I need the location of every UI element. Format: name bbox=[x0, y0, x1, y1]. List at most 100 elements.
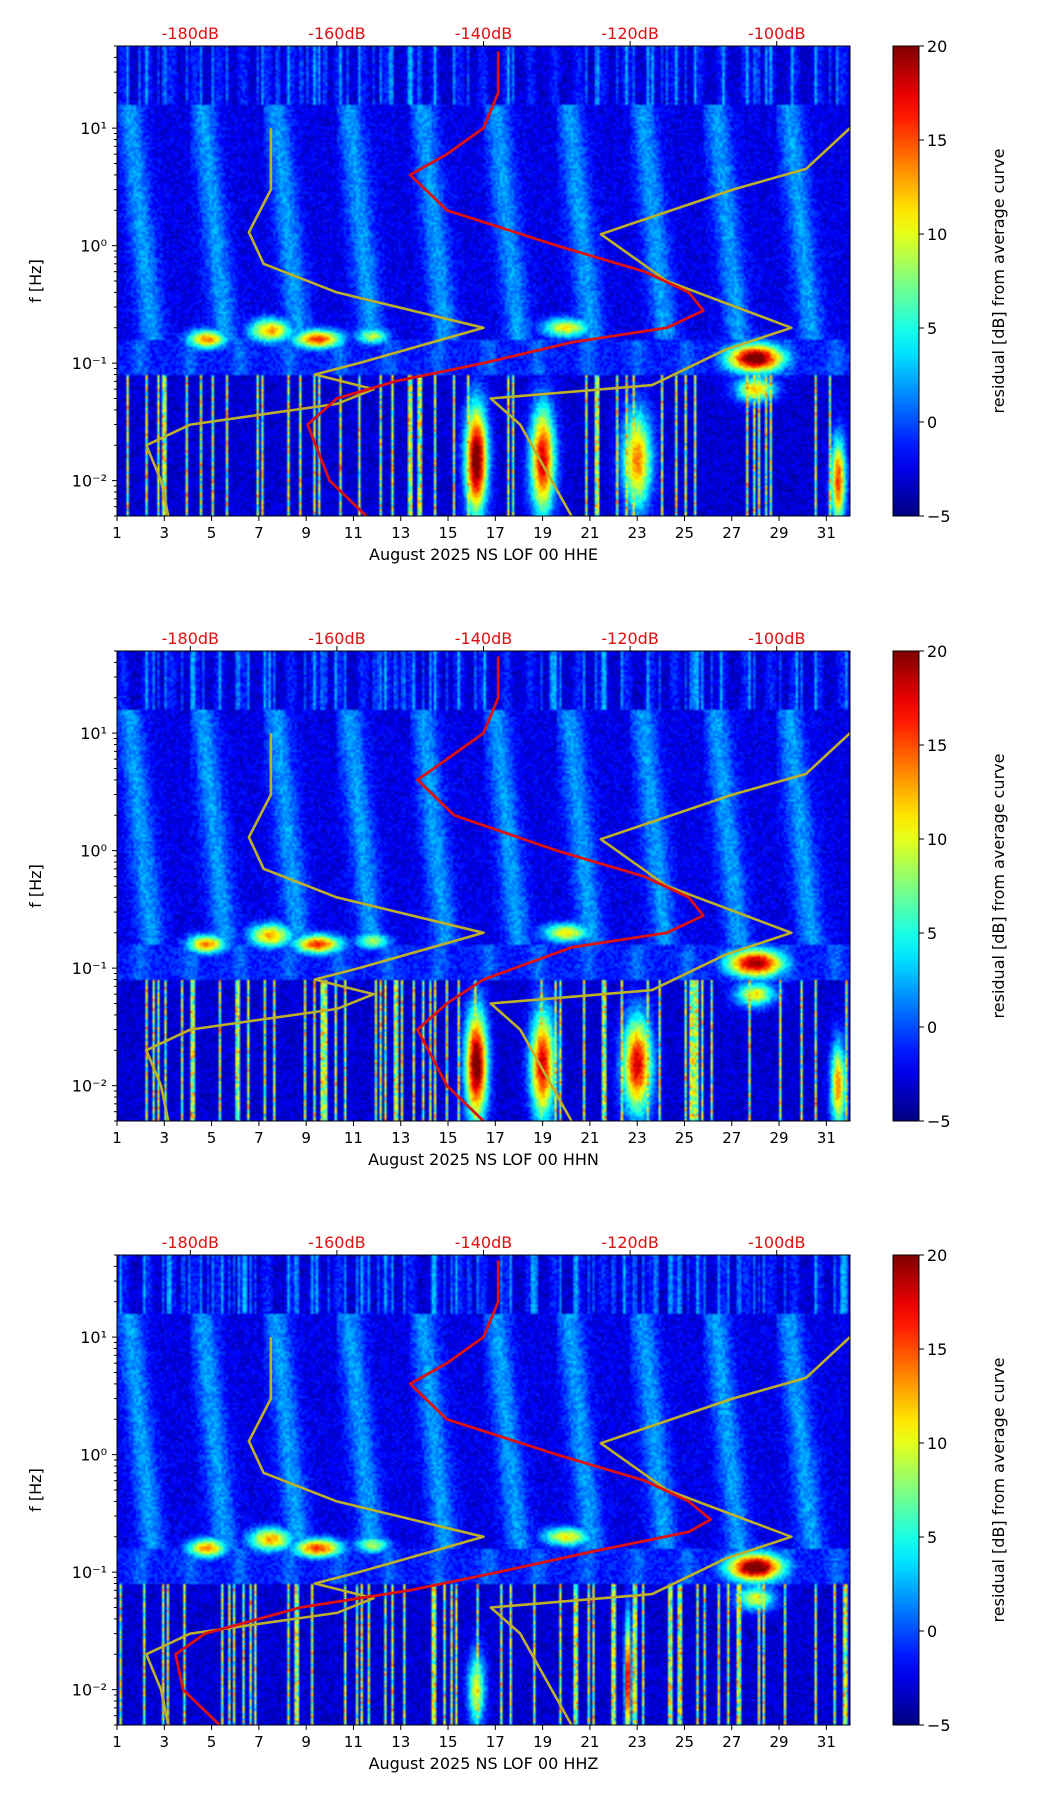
colorbar-label: residual [dB] from average curve bbox=[989, 149, 1008, 414]
top-db-label: -120dB bbox=[601, 629, 658, 648]
colorbar-label: residual [dB] from average curve bbox=[989, 1358, 1008, 1623]
top-db-label: -160dB bbox=[308, 24, 365, 43]
top-db-label: -160dB bbox=[308, 629, 365, 648]
x-tick-label: 13 bbox=[391, 524, 410, 542]
x-tick-label: 7 bbox=[254, 1129, 264, 1147]
x-tick-label: 9 bbox=[301, 1733, 311, 1751]
model-low-curve bbox=[145, 733, 485, 1121]
x-tick-label: 21 bbox=[580, 1733, 599, 1751]
colorbar-tick-label: 15 bbox=[927, 1340, 947, 1359]
top-db-label: -180dB bbox=[162, 629, 219, 648]
x-tick-label: 5 bbox=[207, 1129, 217, 1147]
y-tick-label: 10⁻¹ bbox=[72, 1563, 107, 1582]
x-tick-label: 17 bbox=[486, 524, 505, 542]
x-tick-label: 31 bbox=[817, 1733, 836, 1751]
x-axis-label: August 2025 NS LOF 00 HHN bbox=[368, 1150, 599, 1169]
x-tick-label: 23 bbox=[628, 524, 647, 542]
red-psd-curve bbox=[174, 1260, 713, 1725]
x-tick-label: 19 bbox=[533, 524, 552, 542]
y-tick-label: 10⁻² bbox=[72, 472, 107, 491]
x-tick-label: 23 bbox=[628, 1733, 647, 1751]
x-tick-label: 7 bbox=[254, 1733, 264, 1751]
model-high-curve bbox=[489, 1336, 850, 1725]
x-tick-label: 11 bbox=[344, 524, 363, 542]
x-tick-label: 1 bbox=[112, 1733, 122, 1751]
x-tick-label: 29 bbox=[770, 1129, 789, 1147]
colorbar-tick-label: 0 bbox=[927, 1622, 937, 1641]
y-tick-label: 10¹ bbox=[80, 1328, 107, 1347]
colorbar-tick-label: 5 bbox=[927, 924, 937, 943]
x-tick-label: 3 bbox=[160, 524, 170, 542]
x-tick-label: 19 bbox=[533, 1129, 552, 1147]
colorbar-tick-label: 15 bbox=[927, 131, 947, 150]
top-db-label: -160dB bbox=[308, 1233, 365, 1252]
colorbar-tick-label: 20 bbox=[927, 1246, 947, 1265]
top-db-label: -120dB bbox=[601, 24, 658, 43]
colorbar-gradient bbox=[892, 650, 920, 1122]
colorbar-tick-label: 20 bbox=[927, 642, 947, 661]
x-tick-label: 27 bbox=[722, 1733, 741, 1751]
colorbar-tick-label: 5 bbox=[927, 319, 937, 338]
colorbar-tick-label: −5 bbox=[927, 1112, 951, 1131]
y-tick-label: 10⁰ bbox=[80, 237, 107, 256]
x-tick-label: 5 bbox=[207, 1733, 217, 1751]
x-tick-label: 15 bbox=[438, 524, 457, 542]
spectrogram-image bbox=[117, 1255, 850, 1725]
x-tick-label: 29 bbox=[770, 1733, 789, 1751]
x-tick-label: 25 bbox=[675, 524, 694, 542]
colorbar-label: residual [dB] from average curve bbox=[989, 754, 1008, 1019]
x-tick-label: 11 bbox=[344, 1733, 363, 1751]
model-low-curve bbox=[145, 1337, 485, 1725]
colorbar-tick-label: 0 bbox=[927, 413, 937, 432]
colorbar-tick-label: −5 bbox=[927, 1716, 951, 1735]
colorbar-tick-label: −5 bbox=[927, 507, 951, 526]
spectrogram-image bbox=[117, 651, 850, 1121]
x-tick-label: 21 bbox=[580, 1129, 599, 1147]
y-axis-label: f [Hz] bbox=[26, 1468, 45, 1512]
model-high-curve bbox=[489, 127, 850, 516]
x-tick-label: 31 bbox=[817, 524, 836, 542]
x-axis-label: August 2025 NS LOF 00 HHE bbox=[369, 545, 598, 564]
model-low-curve bbox=[145, 128, 485, 516]
top-db-label: -100dB bbox=[748, 629, 805, 648]
y-tick-label: 10⁻¹ bbox=[72, 354, 107, 373]
y-tick-label: 10⁻² bbox=[72, 1077, 107, 1096]
x-tick-label: 13 bbox=[391, 1129, 410, 1147]
x-tick-label: 3 bbox=[160, 1733, 170, 1751]
top-db-label: -100dB bbox=[748, 24, 805, 43]
colorbar: −5 0 5 10 15 20 residual [dB] from average cur… bbox=[892, 642, 1008, 1131]
x-tick-label: 23 bbox=[628, 1129, 647, 1147]
top-db-label: -140dB bbox=[455, 24, 512, 43]
x-tick-label: 27 bbox=[722, 1129, 741, 1147]
x-tick-label: 3 bbox=[160, 1129, 170, 1147]
colorbar-tick-label: 10 bbox=[927, 830, 947, 849]
curves bbox=[145, 51, 850, 516]
spectrogram-image bbox=[117, 46, 850, 516]
colorbar-tick-label: 0 bbox=[927, 1018, 937, 1037]
top-db-label: -140dB bbox=[455, 1233, 512, 1252]
top-db-label: -140dB bbox=[455, 629, 512, 648]
x-tick-label: 7 bbox=[254, 524, 264, 542]
colorbar: −5 0 5 10 15 20 residual [dB] from average cur… bbox=[892, 37, 1008, 526]
red-psd-curve bbox=[306, 51, 705, 516]
curves bbox=[145, 656, 850, 1121]
x-tick-label: 15 bbox=[438, 1129, 457, 1147]
colorbar-tick-label: 20 bbox=[927, 37, 947, 56]
x-tick-label: 1 bbox=[112, 1129, 122, 1147]
x-tick-label: 29 bbox=[770, 524, 789, 542]
x-axis-label: August 2025 NS LOF 00 HHZ bbox=[369, 1754, 599, 1773]
top-db-label: -100dB bbox=[748, 1233, 805, 1252]
y-tick-label: 10¹ bbox=[80, 724, 107, 743]
y-tick-label: 10⁻¹ bbox=[72, 959, 107, 978]
colorbar-tick-label: 10 bbox=[927, 225, 947, 244]
top-db-label: -180dB bbox=[162, 1233, 219, 1252]
x-tick-label: 17 bbox=[486, 1733, 505, 1751]
x-tick-label: 25 bbox=[675, 1733, 694, 1751]
y-tick-label: 10⁰ bbox=[80, 1446, 107, 1465]
x-tick-label: 27 bbox=[722, 524, 741, 542]
x-tick-label: 13 bbox=[391, 1733, 410, 1751]
